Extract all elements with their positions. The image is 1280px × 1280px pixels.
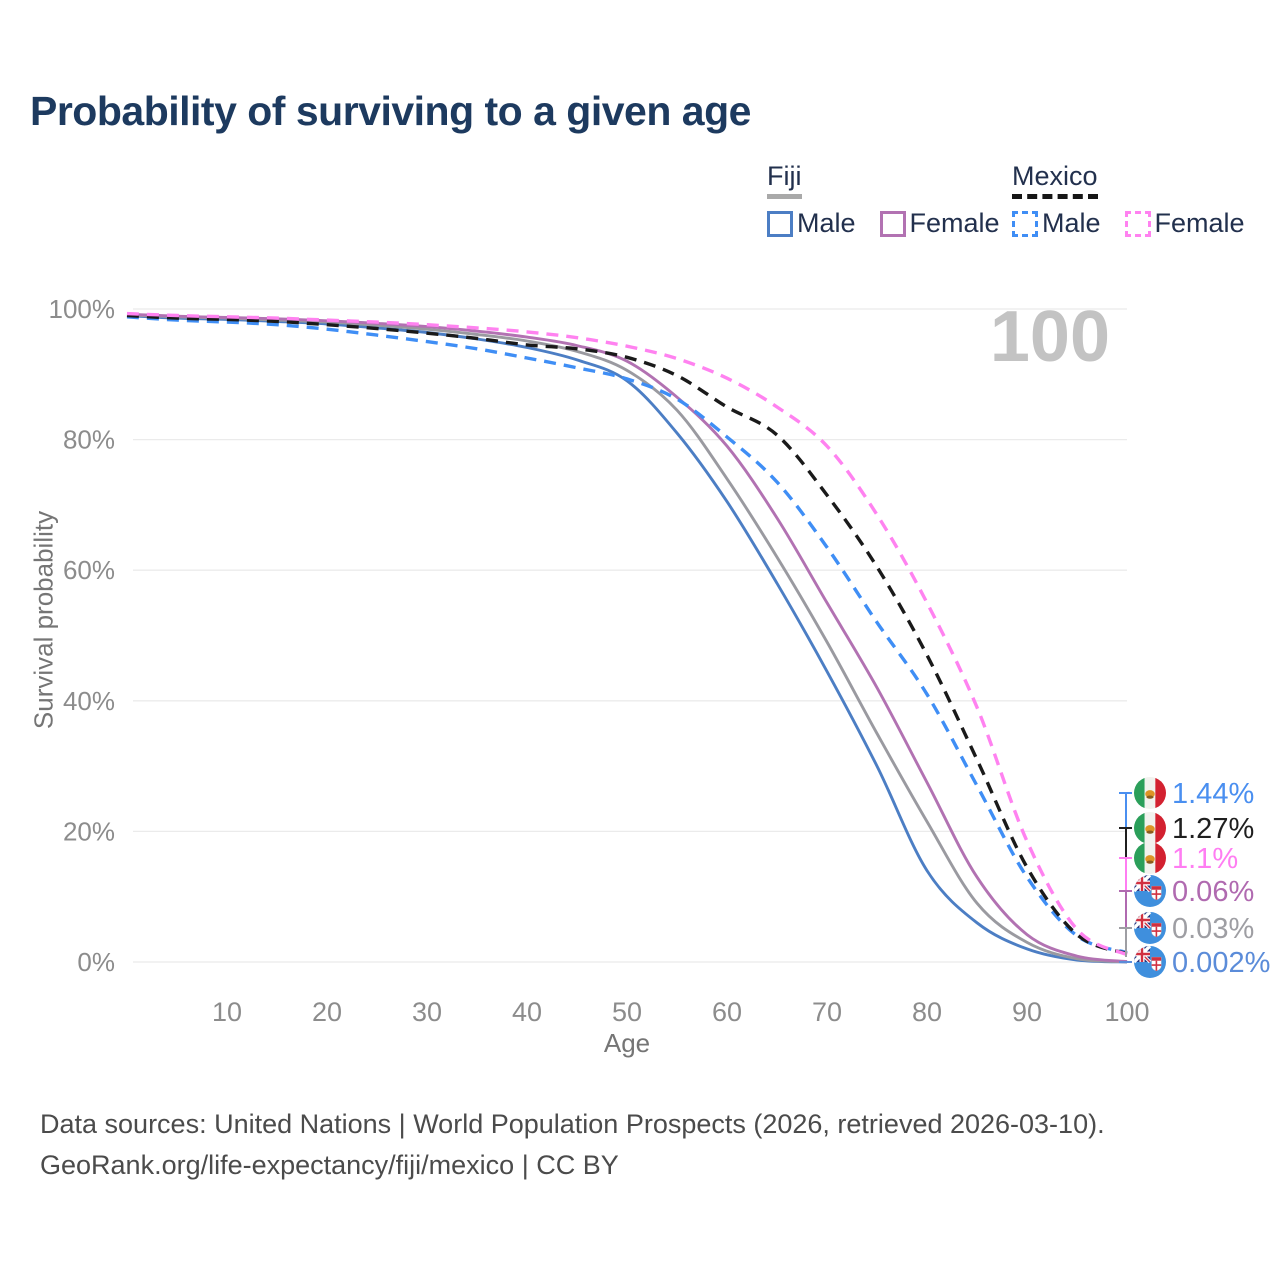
y-tick-label: 80% bbox=[63, 425, 115, 455]
page-title: Probability of surviving to a given age bbox=[30, 88, 751, 134]
curve-mexico-male bbox=[126, 315, 1128, 955]
legend-item-label: Female bbox=[909, 208, 1000, 238]
y-axis-title: Survival probability bbox=[28, 510, 59, 730]
fiji-flag-icon bbox=[1134, 946, 1166, 978]
footer-data-sources: Data sources: United Nations | World Pop… bbox=[40, 1109, 1105, 1139]
curve-fiji-male bbox=[126, 314, 1128, 964]
mexico-flag-icon bbox=[1134, 777, 1166, 809]
y-tick-label: 0% bbox=[77, 947, 115, 977]
x-tick-label: 10 bbox=[212, 997, 242, 1027]
y-tick-label: 40% bbox=[63, 686, 115, 716]
end-label-mexico-male: 1.44% bbox=[1172, 778, 1254, 810]
x-tick-label: 80 bbox=[912, 997, 942, 1027]
x-tick-label: 90 bbox=[1012, 997, 1042, 1027]
legend-group-fiji: Fiji Male Female bbox=[767, 161, 1000, 239]
curve-fiji-both-sexes bbox=[126, 313, 1128, 964]
y-tick-label: 60% bbox=[63, 555, 115, 585]
age-watermark: 100 bbox=[989, 297, 1110, 377]
x-tick-label: 100 bbox=[1104, 997, 1149, 1027]
legend-swatch-fiji-female-icon bbox=[879, 210, 906, 237]
legend-item-fiji-female[interactable]: Female bbox=[879, 208, 1000, 239]
legend-group-title-fiji: Fiji bbox=[767, 161, 802, 199]
legend-item-label: Male bbox=[797, 208, 856, 238]
end-label-fiji-both-sexes: 0.03% bbox=[1172, 913, 1254, 945]
legend-swatch-mexico-female-icon bbox=[1124, 210, 1151, 237]
curve-fiji-female bbox=[126, 312, 1128, 964]
x-tick-label: 50 bbox=[612, 997, 642, 1027]
end-label-fiji-male: 0.002% bbox=[1172, 947, 1270, 979]
x-tick-label: 20 bbox=[312, 997, 342, 1027]
end-label-mexico-female: 1.1% bbox=[1172, 843, 1238, 875]
legend-group-mexico: Mexico Male Female bbox=[1012, 161, 1245, 239]
fiji-flag-icon bbox=[1134, 912, 1166, 944]
fiji-flag-icon bbox=[1134, 875, 1166, 907]
end-label-mexico-both-sexes: 1.27% bbox=[1172, 813, 1254, 845]
x-tick-label: 70 bbox=[812, 997, 842, 1027]
footer-attribution: GeoRank.org/life-expectancy/fiji/mexico … bbox=[40, 1150, 619, 1180]
legend-group-title-mexico: Mexico bbox=[1012, 161, 1098, 199]
legend-item-label: Female bbox=[1154, 208, 1245, 238]
curve-mexico-female bbox=[126, 311, 1128, 957]
mexico-flag-icon bbox=[1134, 812, 1166, 844]
y-tick-label: 20% bbox=[63, 816, 115, 846]
y-tick-label: 100% bbox=[49, 294, 116, 324]
x-tick-label: 60 bbox=[712, 997, 742, 1027]
legend-swatch-fiji-male-icon bbox=[767, 210, 793, 237]
legend-swatch-mexico-male-icon bbox=[1012, 210, 1038, 237]
legend-item-fiji-male[interactable]: Male bbox=[767, 208, 856, 239]
curve-mexico-both-sexes bbox=[126, 313, 1128, 956]
footer: Data sources: United Nations | World Pop… bbox=[40, 1104, 1105, 1186]
legend-item-mexico-male[interactable]: Male bbox=[1012, 208, 1101, 239]
x-tick-label: 30 bbox=[412, 997, 442, 1027]
x-axis-title: Age bbox=[603, 1028, 651, 1058]
legend-item-label: Male bbox=[1042, 208, 1101, 238]
x-tick-label: 40 bbox=[512, 997, 542, 1027]
end-label-fiji-female: 0.06% bbox=[1172, 876, 1254, 908]
legend-item-mexico-female[interactable]: Female bbox=[1124, 208, 1245, 239]
mexico-flag-icon bbox=[1134, 842, 1166, 874]
